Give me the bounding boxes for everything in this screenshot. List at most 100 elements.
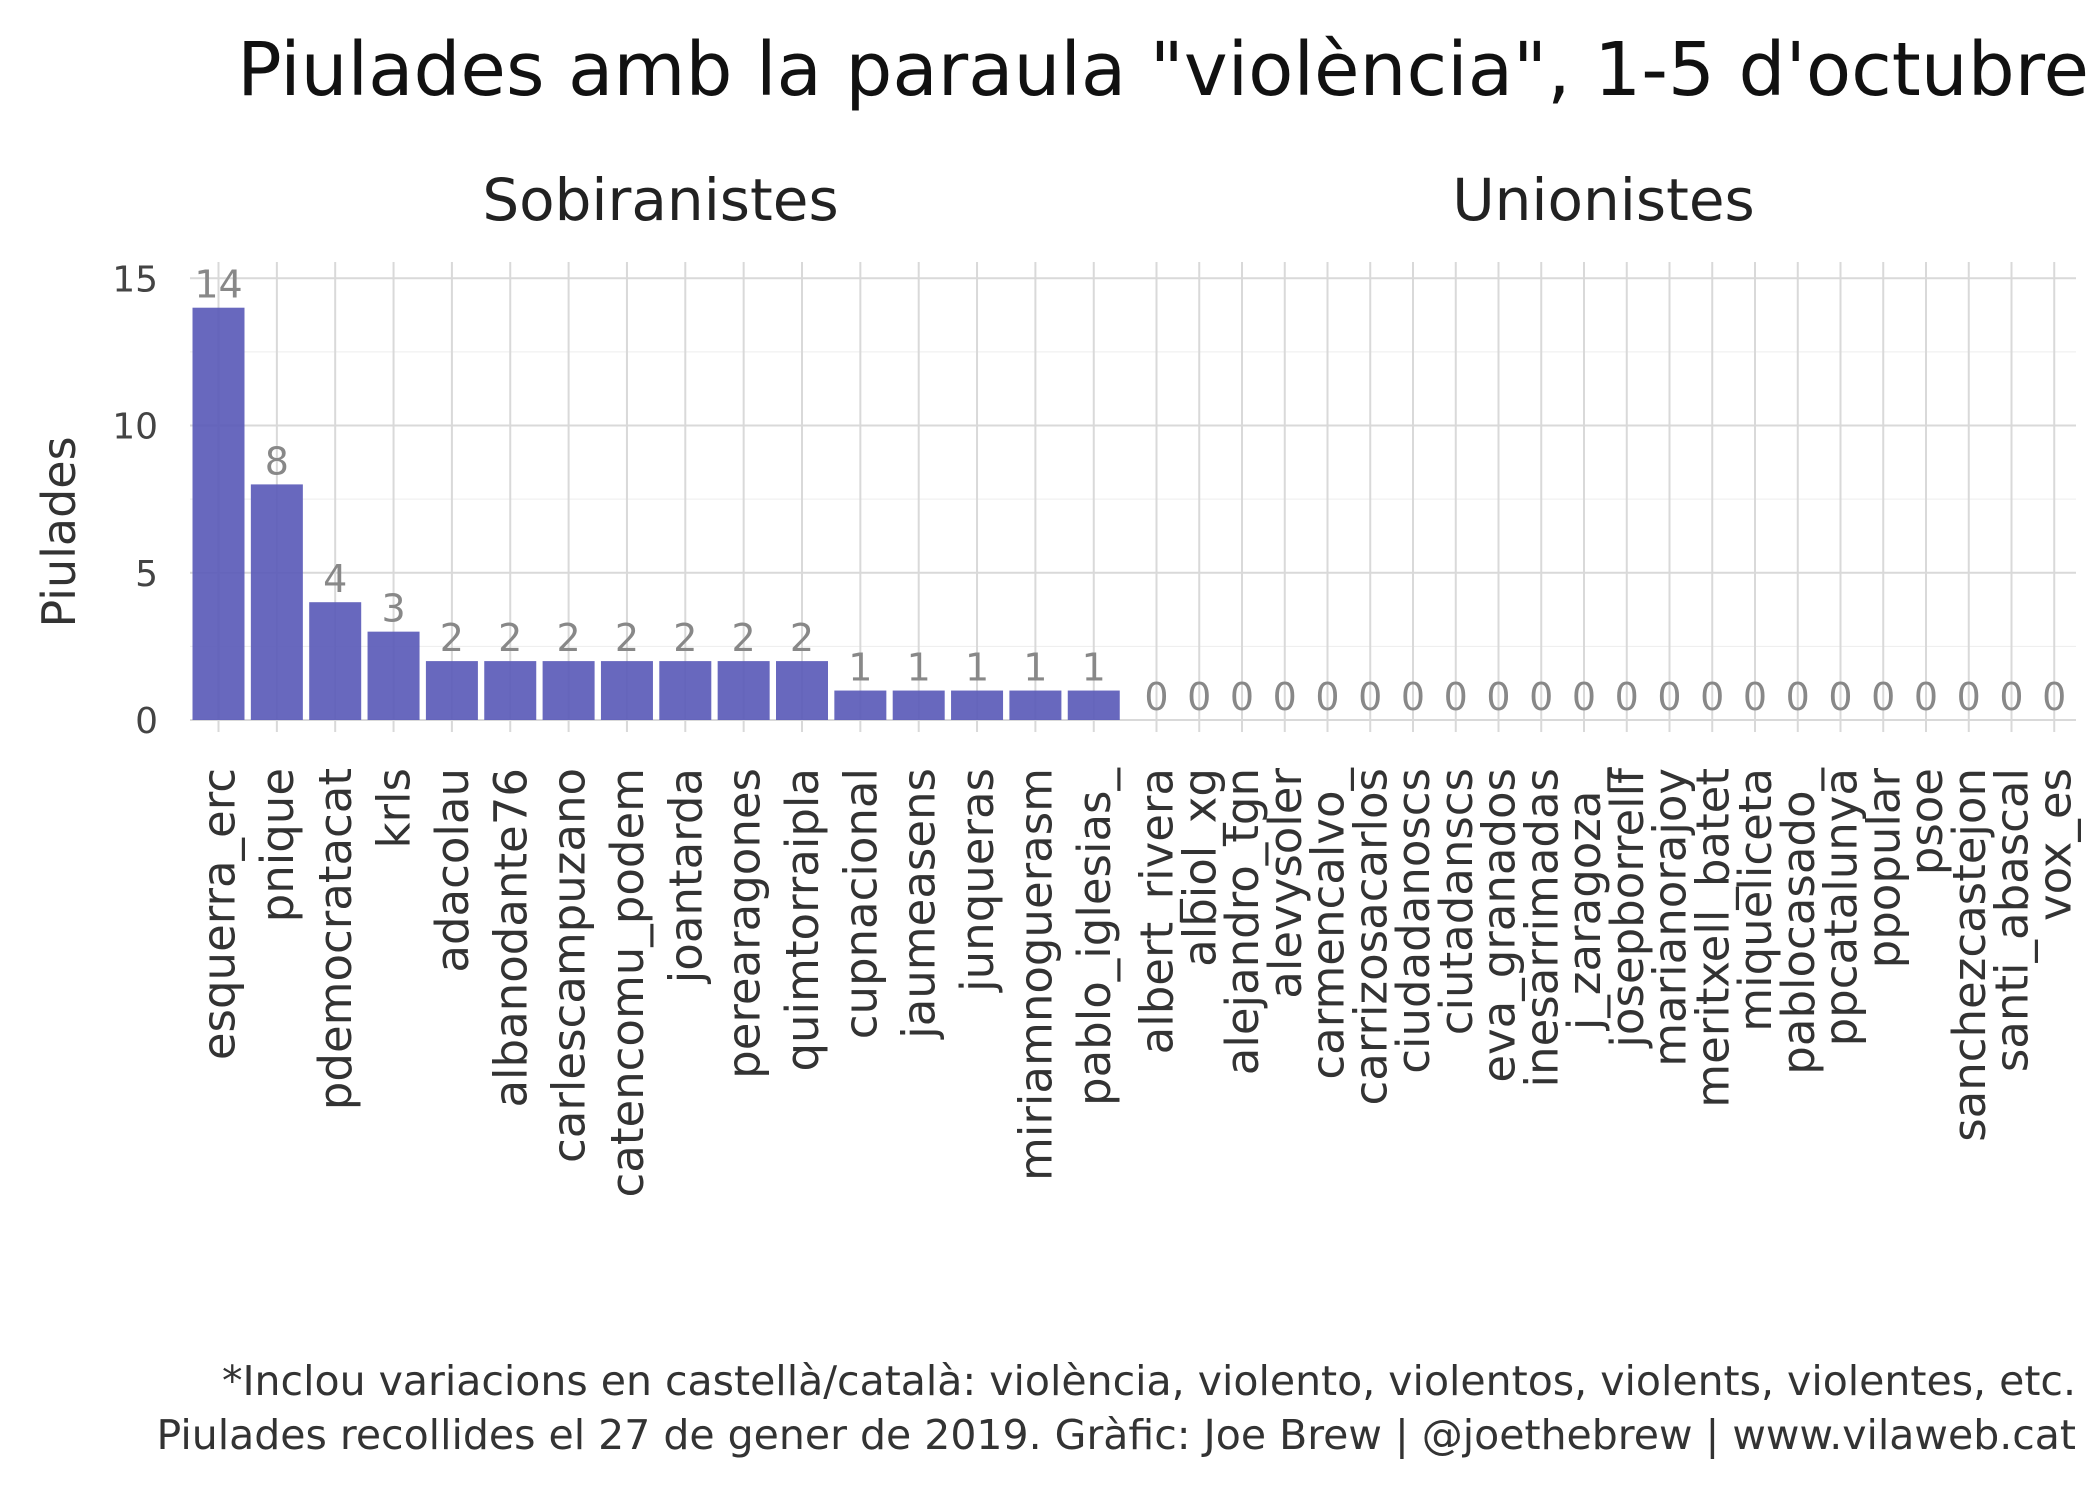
x-tick-label-josepborrellf: josepborrellf: [1601, 767, 1654, 1049]
bar-pnique: [250, 484, 303, 720]
value-label-adacolau: 2: [440, 616, 464, 660]
bar-pablo_iglesias_: [1067, 690, 1120, 720]
value-label-ciudadanoscs: 0: [1401, 675, 1425, 719]
x-tick-label-pablocasado_: pablocasado_: [1772, 768, 1825, 1075]
bar-albanodante76: [484, 661, 537, 720]
value-label-esquerra_erc: 14: [194, 263, 242, 307]
x-tick-label-perearagones: perearagones: [718, 768, 771, 1079]
y-tick-label: 10: [112, 407, 158, 448]
value-label-josepborrellf: 0: [1615, 675, 1639, 719]
x-tick-label-quimtorraipla: quimtorraipla: [776, 768, 829, 1072]
bar-carlescampuzano: [542, 661, 595, 720]
caption-credits: Piulades recollides el 27 de gener de 20…: [157, 1411, 2076, 1459]
bar-junqueras: [951, 690, 1004, 720]
bar-jaumeasens: [892, 690, 945, 720]
facet-label-unionistes: Unionistes: [1452, 166, 1755, 234]
value-label-catencomu_podem: 2: [615, 616, 639, 660]
caption-note: *Inclou variacions en castellà/català: v…: [222, 1357, 2076, 1405]
x-tick-label-junqueras: junqueras: [951, 768, 1004, 993]
value-label-inesarrimadas: 0: [1529, 675, 1553, 719]
value-label-alejandro_tgn: 0: [1230, 675, 1254, 719]
x-tick-label-alejandro_tgn: alejandro_tgn: [1216, 768, 1269, 1075]
value-label-santi_abascal: 0: [1999, 675, 2023, 719]
value-label-ciutadanscs: 0: [1444, 675, 1468, 719]
chart-title: Piulades amb la paraula "violència", 1-5…: [237, 27, 2089, 113]
x-tick-label-adacolau: adacolau: [426, 768, 479, 973]
x-tick-label-sanchezcastejon: sanchezcastejon: [1943, 768, 1996, 1142]
x-tick-label-j_zaragoza_: j_zaragoza_: [1558, 768, 1611, 1032]
value-label-albiol_xg: 0: [1187, 675, 1211, 719]
value-label-pdemocratacat: 4: [323, 557, 347, 601]
value-label-pablo_iglesias_: 1: [1082, 646, 1106, 690]
value-label-vox_es: 0: [2042, 675, 2066, 719]
x-tick-label-carrizosacarlos: carrizosacarlos: [1344, 768, 1397, 1106]
x-tick-label-alevysoler: alevysoler: [1259, 768, 1312, 999]
y-axis-label: Piulades: [32, 436, 86, 627]
x-tick-label-ppopular: ppopular: [1857, 768, 1910, 969]
x-tick-label-eva_granados: eva_granados: [1473, 768, 1526, 1083]
bars: [192, 307, 1120, 720]
bar-perearagones: [717, 661, 770, 720]
y-tick-label: 0: [135, 701, 158, 742]
bar-miriamnoguerasm: [1009, 690, 1062, 720]
value-label-ppopular: 0: [1871, 675, 1895, 719]
value-label-krls: 3: [381, 587, 405, 631]
x-tick-label-meritxell_batet: meritxell_batet: [1686, 768, 1739, 1108]
y-tick-label: 15: [112, 259, 158, 300]
value-label-alevysoler: 0: [1273, 675, 1297, 719]
value-label-j_zaragoza_: 0: [1572, 675, 1596, 719]
x-tick-label-albert_rivera: albert_rivera: [1131, 768, 1184, 1054]
x-tick-label-ciutadanscs: ciutadanscs: [1430, 768, 1483, 1035]
bar-esquerra_erc: [192, 307, 245, 720]
x-tick-label-albiol_xg: albiol_xg: [1173, 768, 1226, 967]
x-tick-label-marianorajoy: marianorajoy: [1644, 768, 1697, 1067]
value-label-ppcatalunya: 0: [1828, 675, 1852, 719]
value-label-albanodante76: 2: [498, 616, 522, 660]
value-label-carmencalvo_: 0: [1315, 675, 1339, 719]
value-label-junqueras: 1: [965, 646, 989, 690]
value-label-perearagones: 2: [732, 616, 756, 660]
facet-label-sobiranistes: Sobiranistes: [482, 166, 838, 234]
value-label-meritxell_batet: 0: [1700, 675, 1724, 719]
x-tick-label-ppcatalunya: ppcatalunya: [1815, 768, 1868, 1046]
x-tick-label-cupnacional: cupnacional: [834, 768, 887, 1039]
bar-pdemocratacat: [309, 602, 362, 720]
value-label-joantarda: 2: [673, 616, 697, 660]
x-tick-label-carmencalvo_: carmencalvo_: [1302, 768, 1355, 1080]
x-tick-label-inesarrimadas: inesarrimadas: [1515, 768, 1568, 1087]
value-label-marianorajoy: 0: [1657, 675, 1681, 719]
x-tick-label-pdemocratacat: pdemocratacat: [309, 768, 362, 1110]
value-label-pnique: 8: [265, 439, 289, 483]
x-tick-label-vox_es: vox_es: [2028, 768, 2081, 921]
value-label-quimtorraipla: 2: [790, 616, 814, 660]
y-tick-label: 5: [135, 554, 158, 595]
y-axis: 0 5 10 15: [112, 259, 158, 742]
x-tick-label-santi_abascal: santi_abascal: [1986, 768, 2039, 1072]
value-label-albert_rivera: 0: [1144, 675, 1168, 719]
value-label-jaumeasens: 1: [907, 646, 931, 690]
x-tick-label-miqueliceta: miqueliceta: [1729, 768, 1782, 1032]
gridlines: [190, 262, 2076, 732]
bar-joantarda: [659, 661, 712, 720]
value-label-cupnacional: 1: [848, 646, 872, 690]
value-label-carlescampuzano: 2: [557, 616, 581, 660]
bar-adacolau: [425, 661, 478, 720]
x-tick-label-ciudadanoscs: ciudadanoscs: [1387, 768, 1440, 1074]
bar-krls: [367, 631, 420, 720]
x-tick-label-pnique: pnique: [251, 768, 304, 922]
x-tick-label-esquerra_erc: esquerra_erc: [193, 768, 246, 1060]
x-tick-label-pablo_iglesias_: pablo_iglesias_: [1068, 768, 1121, 1106]
x-tick-label-jaumeasens: jaumeasens: [893, 768, 946, 1040]
x-axis: esquerra_erc pnique pdemocratacat krls adaco…: [193, 767, 2082, 1198]
x-tick-label-carlescampuzano: carlescampuzano: [543, 768, 596, 1163]
bar-quimtorraipla: [776, 661, 828, 720]
value-label-miriamnoguerasm: 1: [1023, 646, 1047, 690]
x-tick-label-miriamnoguerasm: miriamnoguerasm: [1009, 768, 1062, 1181]
value-label-carrizosacarlos: 0: [1358, 675, 1382, 719]
x-tick-label-krls: krls: [368, 768, 421, 849]
bar-catencomu_podem: [600, 661, 653, 720]
x-tick-label-joantarda: joantarda: [659, 768, 712, 984]
x-tick-label-albanodante76: albanodante76: [484, 768, 537, 1108]
